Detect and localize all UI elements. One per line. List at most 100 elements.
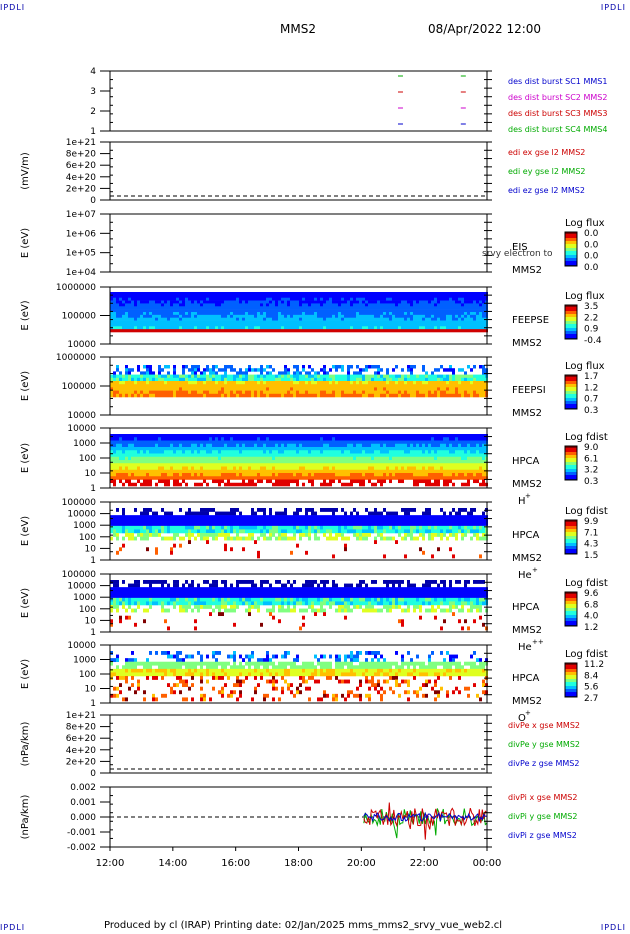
spectrogram-cell [353, 463, 356, 467]
spectrogram-cell [302, 312, 305, 316]
spectrogram-cell [464, 384, 467, 388]
spectrogram-cell [401, 317, 404, 321]
spectrogram-cell [191, 294, 194, 299]
spectrogram-cell [413, 443, 416, 448]
spectrogram-cell [260, 300, 263, 304]
spectrogram-cell [257, 326, 260, 330]
spectrogram-cell [473, 374, 476, 379]
colorbar-cell [565, 311, 577, 313]
spectrogram-cell [290, 312, 293, 316]
spectrogram-cell [200, 371, 203, 375]
spectrogram-cell [482, 303, 485, 307]
spectrogram-cell [383, 390, 386, 395]
spectrogram-cell [278, 437, 281, 441]
spectrogram-cell [380, 450, 383, 454]
spectrogram-cell [362, 390, 365, 395]
spectrogram-cell [260, 460, 263, 464]
spectrogram-cell [182, 314, 185, 319]
spectrogram-cell [374, 393, 377, 398]
spectrogram-cell [365, 384, 368, 388]
spectrogram-cell [152, 434, 155, 438]
spectrogram-cell [149, 450, 152, 454]
spectrogram-cell [455, 466, 458, 471]
spectrogram-cell [128, 450, 131, 454]
spectrogram-cell [254, 384, 257, 388]
spectrogram-cell [446, 390, 449, 395]
spectrogram-cell [197, 297, 200, 301]
spectrogram-cell [173, 297, 176, 301]
spectrogram-cell [173, 292, 176, 296]
spectrogram-cell [461, 393, 464, 398]
spectrogram-cell [248, 314, 251, 319]
spectrogram-cell [173, 371, 176, 375]
spectrogram-cell [110, 393, 113, 398]
spectrogram-cell [206, 314, 209, 319]
spectrogram-cell [275, 456, 278, 461]
spectrogram-cell [182, 312, 185, 316]
spectrogram-cell [329, 447, 332, 451]
spectrogram-cell [263, 309, 266, 313]
spectrogram-cell [473, 437, 476, 441]
spectrogram-cell [191, 437, 194, 441]
spectrogram-cell [446, 440, 449, 445]
spectrogram-cell [140, 329, 143, 333]
spectrogram-cell [320, 460, 323, 464]
spectrogram-cell [119, 476, 122, 480]
spectrogram-cell [410, 437, 413, 441]
spectrogram-cell [155, 306, 158, 310]
spectrogram-cell [119, 297, 122, 301]
spectrogram-cell [194, 374, 197, 379]
spectrogram-cell [341, 469, 344, 474]
spectrogram-cell [275, 453, 278, 458]
colorbar-cell [565, 398, 577, 400]
spectrogram-cell [479, 329, 482, 333]
colorbar-cell [565, 317, 577, 319]
spectrogram-cell [164, 390, 167, 395]
spectrogram-cell [263, 314, 266, 319]
spectrogram-cell [356, 314, 359, 319]
spectrogram-cell [476, 443, 479, 448]
spectrogram-cell [218, 317, 221, 321]
spectrogram-cell [344, 306, 347, 310]
spectrogram-cell [224, 312, 227, 316]
spectrogram-cell [476, 294, 479, 299]
spectrogram-cell [143, 450, 146, 454]
spectrogram-cell [416, 300, 419, 304]
spectrogram-cell [329, 466, 332, 471]
spectrogram-cell [398, 326, 401, 330]
spectrogram-cell [146, 440, 149, 445]
spectrogram-cell [407, 469, 410, 474]
spectrogram-cell [359, 440, 362, 445]
spectrogram-cell [137, 297, 140, 301]
spectrogram-cell [152, 440, 155, 445]
spectrogram-cell [425, 371, 428, 375]
spectrogram-cell [137, 329, 140, 333]
spectrogram-cell [272, 377, 275, 382]
spectrogram-cell [368, 434, 371, 438]
spectrogram-cell [143, 443, 146, 448]
spectrogram-cell [140, 387, 143, 391]
spectrogram-cell [119, 326, 122, 330]
spectrogram-cell [176, 476, 179, 480]
spectrogram-cell [164, 294, 167, 299]
spectrogram-cell [161, 443, 164, 448]
spectrogram-cell [224, 309, 227, 313]
spectrogram-cell [125, 314, 128, 319]
spectrogram-cell [470, 292, 473, 296]
spectrogram-cell [254, 377, 257, 382]
spectrogram-cell [362, 440, 365, 445]
spectrogram-cell [233, 317, 236, 321]
spectrogram-cell [404, 447, 407, 451]
spectrogram-cell [419, 374, 422, 379]
spectrogram-cell [377, 460, 380, 464]
spectrogram-cell [461, 469, 464, 474]
spectrogram-cell [212, 326, 215, 330]
spectrogram-cell [131, 482, 134, 487]
spectrogram-cell [419, 317, 422, 321]
spectrogram-cell [380, 453, 383, 458]
spectrogram-cell [332, 453, 335, 458]
spectrogram-cell [314, 437, 317, 441]
spectrogram-cell [461, 463, 464, 467]
spectrogram-cell [434, 443, 437, 448]
spectrogram-cell [458, 473, 461, 477]
